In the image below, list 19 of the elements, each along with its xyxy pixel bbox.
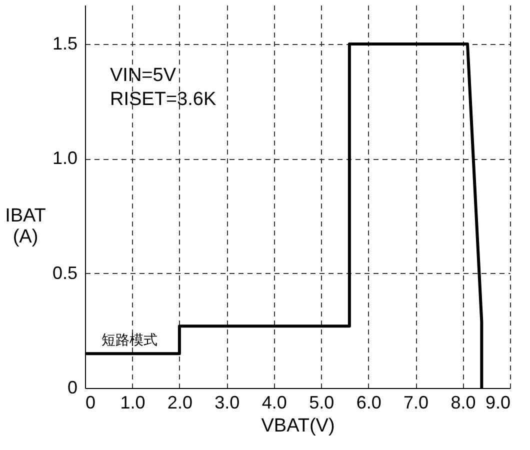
x-tick-label: 0 (86, 392, 96, 412)
x-tick-label: 2.0 (167, 392, 192, 412)
x-tick-label: 7.0 (404, 392, 429, 412)
y-tick-label: 1.5 (52, 33, 78, 54)
x-axis-title: VBAT(V) (261, 416, 335, 436)
x-tick-label: 1.0 (120, 392, 146, 412)
x-tick-label: 6.0 (356, 392, 382, 412)
y-tick-label: 0 (67, 378, 78, 398)
x-tick-label: 4.0 (262, 392, 287, 412)
x-tick-label: 9.0 (485, 392, 510, 412)
x-tick-label: 3.0 (214, 392, 240, 412)
y-tick-label: 0.5 (52, 262, 78, 283)
y-axis-title: IBAT (A) (5, 206, 46, 248)
x-tick-label: 8.0 (450, 392, 476, 412)
x-tick-label: 5.0 (309, 392, 334, 412)
annotation: RISET=3.6K (110, 89, 216, 110)
annotation: 短路模式 (102, 332, 158, 349)
y-tick-label: 1.0 (52, 148, 78, 168)
annotation: VIN=5V (110, 65, 176, 86)
